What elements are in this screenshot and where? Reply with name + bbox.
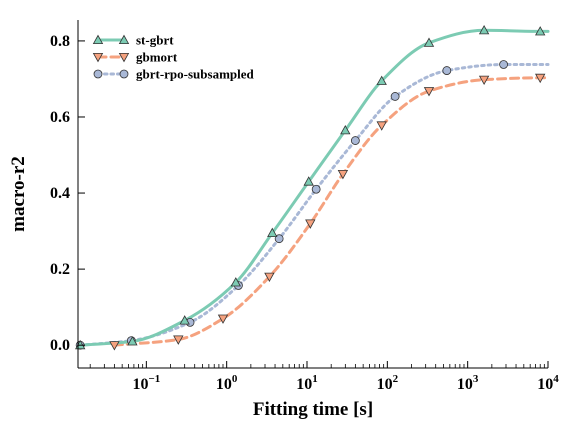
data-point-gbmort	[109, 341, 120, 351]
legend-label-st-gbrt: st-gbrt	[136, 33, 174, 48]
legend-marker-st-gbrt	[118, 34, 130, 44]
data-point-st-gbrt	[376, 75, 387, 85]
data-point-gbrt-rpo-subsampled	[311, 184, 321, 194]
legend: st-gbrt gbmort gbrt-rpo-subsampled	[92, 33, 255, 82]
axes-layer	[77, 20, 548, 369]
legend-marker-gbrt-rpo-subsampled	[93, 69, 103, 79]
y-axis-label: macro-r2	[8, 156, 29, 232]
x-tick-label: 10−1	[132, 373, 160, 393]
y-tick-label: 0.4	[50, 185, 70, 202]
ticks-layer: 0.0 0.2 0.4 0.6 0.8 10−1 100 101 102 103 104	[50, 33, 559, 393]
data-point-gbmort	[264, 272, 275, 283]
legend-marker-gbrt-rpo-subsampled	[119, 69, 129, 79]
series-layer	[75, 24, 550, 351]
x-tick-label: 102	[377, 373, 399, 393]
data-point-st-gbrt	[478, 24, 490, 35]
x-tick-label: 100	[216, 373, 238, 393]
y-tick-label: 0.6	[50, 109, 70, 126]
data-point-st-gbrt	[423, 37, 435, 47]
y-tick-label: 0.2	[50, 261, 70, 278]
data-point-gbmort	[535, 73, 546, 84]
x-axis-label: Fitting time [s]	[253, 399, 373, 420]
data-point-gbmort	[478, 75, 490, 86]
data-point-st-gbrt	[267, 227, 278, 238]
data-point-gbrt-rpo-subsampled	[390, 92, 400, 101]
data-point-gbmort	[217, 314, 229, 324]
data-point-st-gbrt	[535, 26, 546, 36]
data-point-gbmort	[376, 121, 387, 131]
data-point-gbmort	[305, 219, 316, 229]
data-point-gbrt-rpo-subsampled	[442, 66, 452, 75]
legend-label-gbrt-rpo-subsampled: gbrt-rpo-subsampled	[136, 67, 255, 82]
data-point-st-gbrt	[303, 176, 314, 186]
data-point-st-gbrt	[340, 124, 351, 135]
data-point-gbmort	[173, 335, 184, 345]
legend-marker-gbmort	[92, 53, 104, 63]
data-point-st-gbrt	[230, 277, 241, 287]
legend-label-gbmort: gbmort	[136, 50, 178, 65]
data-point-gbrt-rpo-subsampled	[499, 60, 508, 69]
y-tick-label: 0.0	[50, 337, 70, 354]
y-tick-label: 0.8	[50, 33, 70, 50]
x-tick-label: 103	[457, 373, 479, 393]
data-point-st-gbrt	[127, 336, 138, 346]
x-tick-label: 104	[537, 373, 559, 393]
data-point-gbmort	[423, 87, 435, 97]
data-point-gbmort	[337, 169, 349, 180]
legend-marker-gbmort	[118, 53, 130, 63]
data-point-gbrt-rpo-subsampled	[350, 136, 360, 145]
legend-marker-st-gbrt	[92, 34, 104, 44]
data-point-st-gbrt	[179, 315, 190, 325]
x-tick-label: 101	[296, 373, 318, 393]
